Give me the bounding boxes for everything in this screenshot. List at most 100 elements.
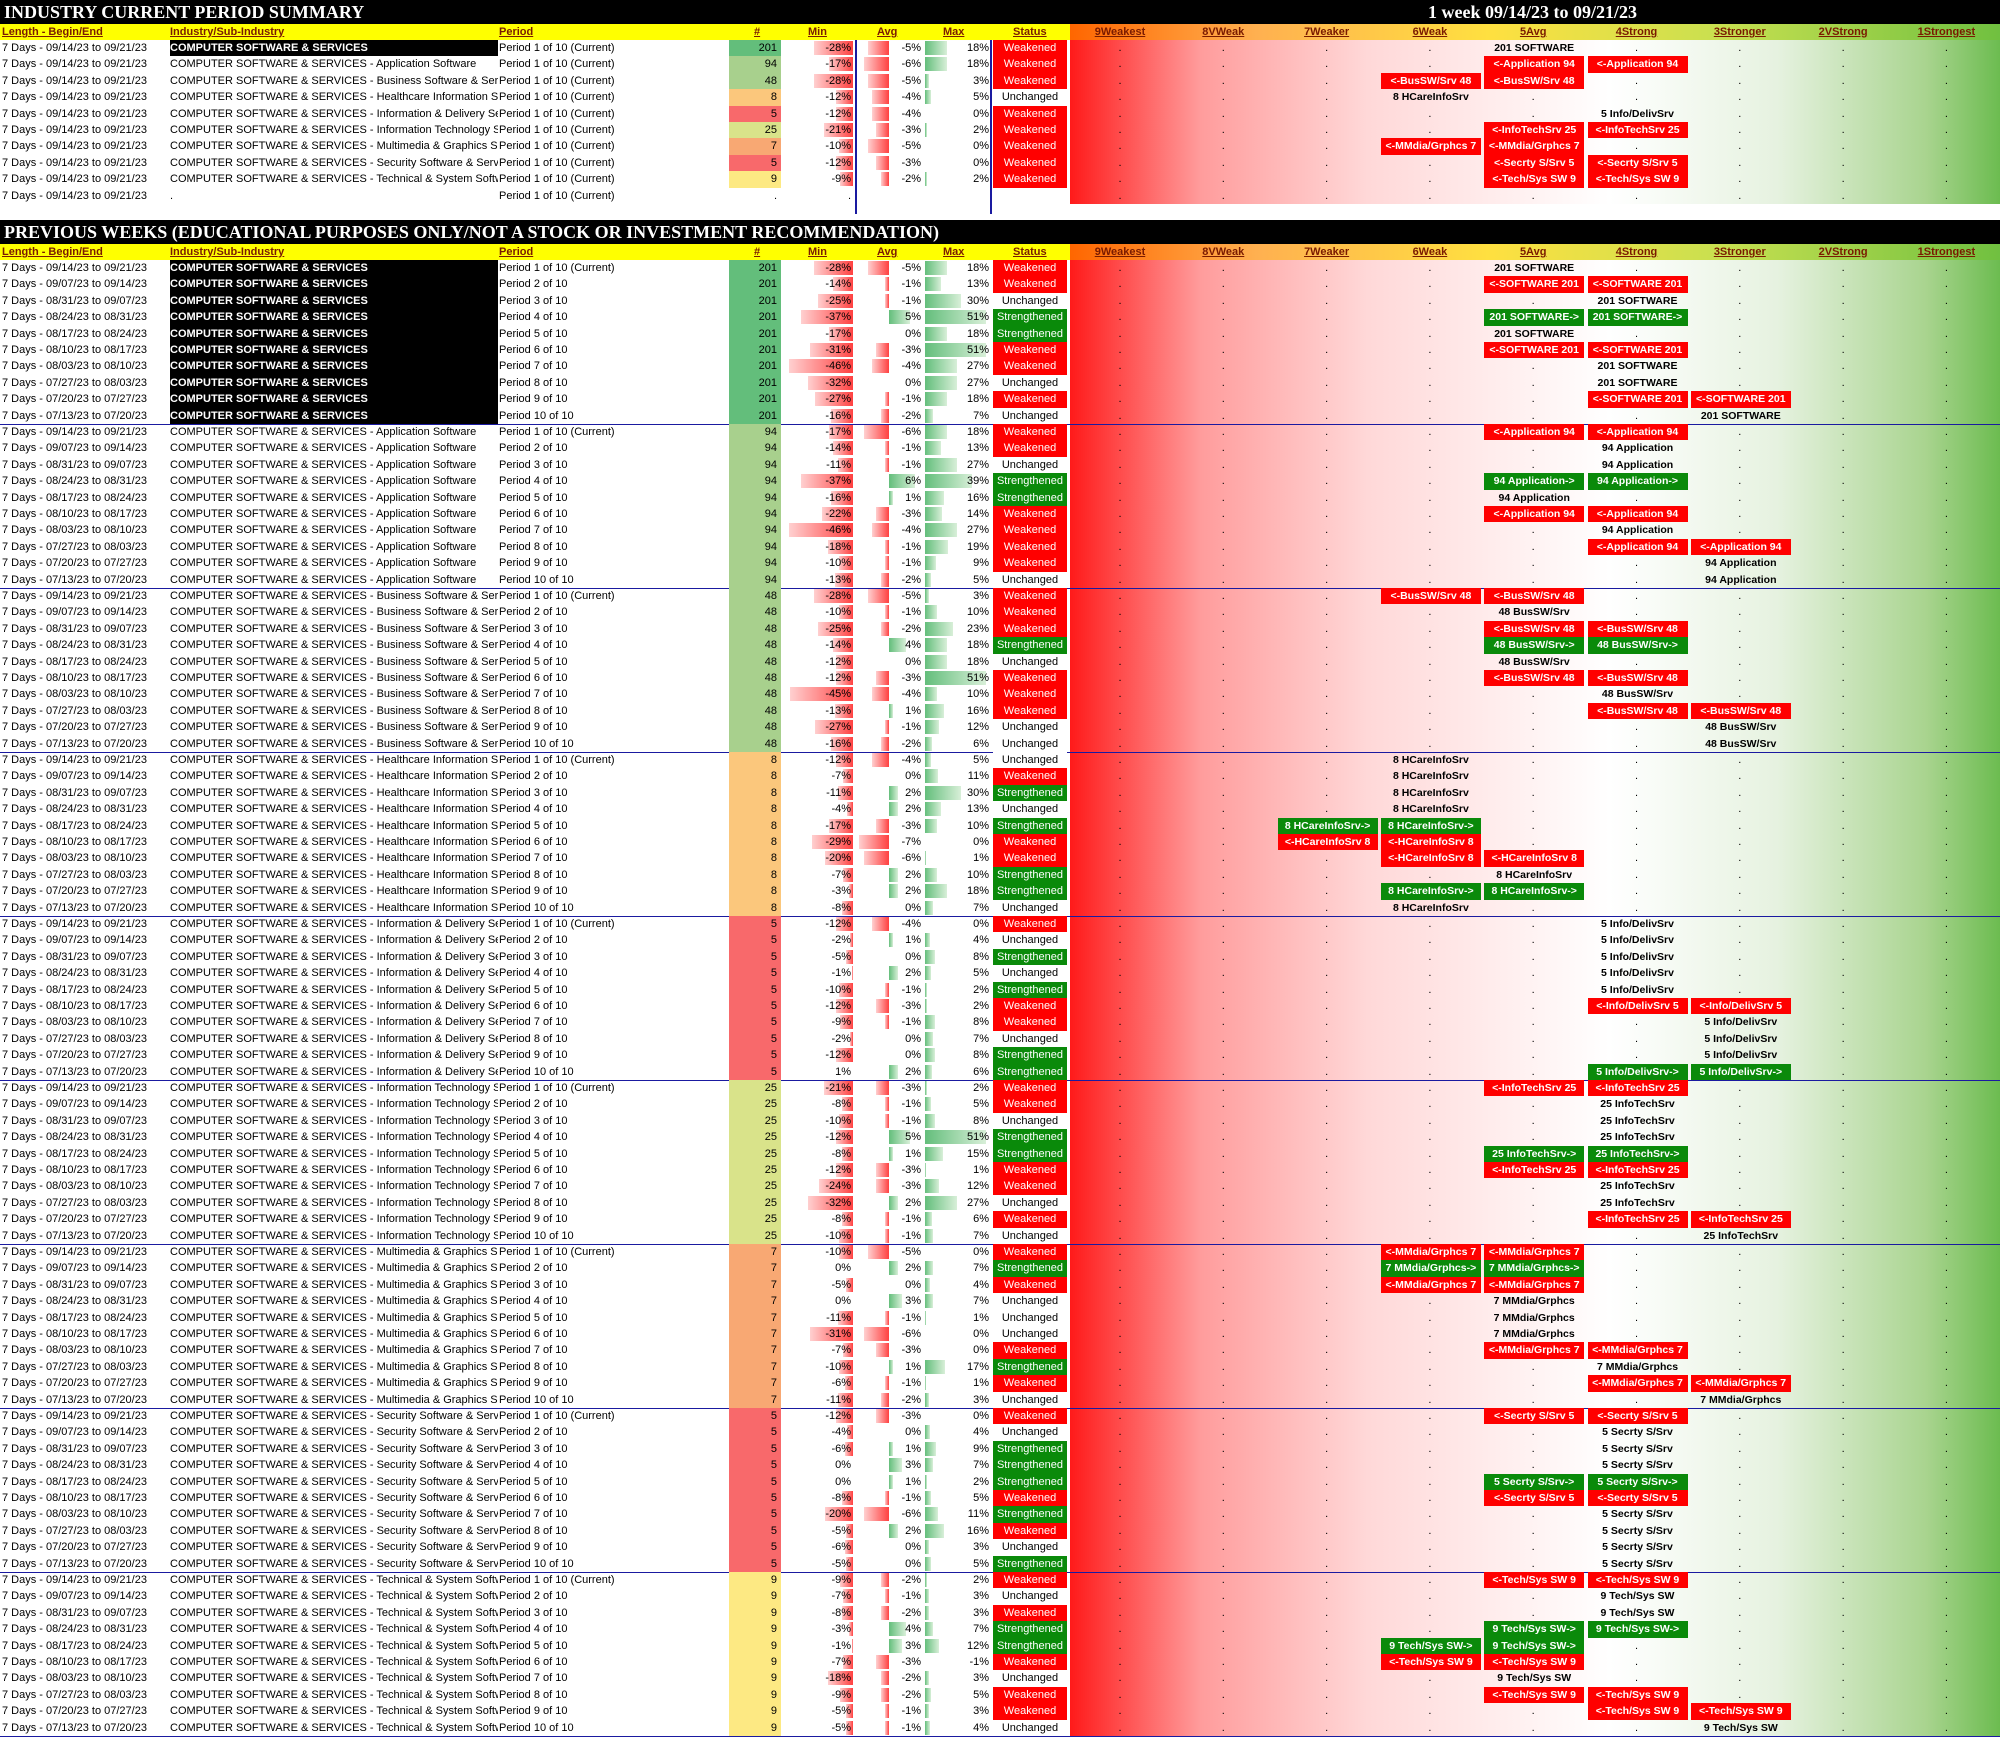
zone-dot: . <box>1738 786 1742 799</box>
zone-dot: . <box>1944 426 1948 438</box>
zone-dot: . <box>1944 1082 1948 1094</box>
count-cell: 25 <box>729 1129 781 1146</box>
zone-marker: 7 MMdia/Grphcs <box>1493 1311 1575 1324</box>
zone-dot: . <box>1118 868 1122 881</box>
zone-dot: . <box>1118 426 1122 438</box>
zone-dot: . <box>1118 91 1122 104</box>
status-badge: Strengthened <box>993 981 1067 998</box>
status-badge: Strengthened <box>993 1358 1067 1376</box>
avg-cell: -3% <box>855 670 923 686</box>
max-cell-value: 0% <box>973 1328 989 1340</box>
zone-dot: . <box>1841 1164 1845 1176</box>
zone-dot: . <box>1944 967 1948 980</box>
table-row: 7 Days - 08/24/23 to 08/31/23 COMPUTER SO… <box>0 1457 2000 1474</box>
avg-cell: -4% <box>855 916 923 932</box>
zone-marker: 8 HCareInfoSrv-> <box>1380 883 1481 900</box>
zone-marker: <-Secrty S/Srv 5 <box>1484 1490 1585 1507</box>
min-cell-value: -7% <box>831 868 851 881</box>
table-row: 7 Days - 07/27/23 to 08/03/23 COMPUTER SO… <box>0 1030 2000 1048</box>
avg-cell-value: -1% <box>901 1590 921 1603</box>
length-cell: 7 Days - 07/13/23 to 07/20/23 <box>2 1557 147 1570</box>
zone-dot: . <box>1841 606 1845 619</box>
zone-dot: . <box>1841 590 1845 602</box>
min-cell-bar <box>836 1163 853 1177</box>
avg-cell-bar <box>889 490 894 505</box>
zone-dot: . <box>1738 124 1742 136</box>
zone-dot: . <box>1221 189 1225 202</box>
zone-dot: . <box>1221 1082 1225 1094</box>
zone-dot: . <box>1841 1147 1845 1160</box>
zone-dot: . <box>1221 393 1225 406</box>
avg-cell: -7% <box>855 834 923 850</box>
current-summary-title: INDUSTRY CURRENT PERIOD SUMMARY <box>4 2 365 22</box>
period-cell: Period 5 of 10 <box>499 819 568 832</box>
zone-dot: . <box>1325 540 1329 553</box>
zone-dot: . <box>1531 458 1535 471</box>
industry-cell: COMPUTER SOFTWARE & SERVICES - Security … <box>170 1459 498 1472</box>
zone-dot: . <box>1738 1082 1742 1094</box>
zone-dot: . <box>1738 475 1742 488</box>
zone-dot: . <box>1118 42 1122 54</box>
max-cell-value: 16% <box>966 704 989 717</box>
zone-dot: . <box>1634 721 1639 734</box>
min-cell-value: -12% <box>825 1049 851 1062</box>
zone-dot: . <box>1841 885 1845 898</box>
max-cell-value: 39% <box>966 475 989 488</box>
count-cell: 9 <box>729 1572 781 1589</box>
zone-dot: . <box>1118 803 1122 816</box>
min-cell-bar <box>836 654 853 669</box>
zone-header-5avg: 5Avg <box>1519 246 1547 258</box>
table-row: 7 Days - 08/03/23 to 08/10/23 COMPUTER SO… <box>0 686 2000 703</box>
min-cell-value: -13% <box>825 573 851 586</box>
zone-dot: . <box>1118 754 1122 766</box>
avg-cell-value: 0% <box>905 655 921 668</box>
zone-dot: . <box>1118 1492 1122 1504</box>
zone-marker: <-BusSW/Srv 48 <box>1380 72 1481 90</box>
avg-cell-bar <box>876 1081 889 1095</box>
zone-dot: . <box>1428 124 1432 136</box>
length-cell: 7 Days - 09/07/23 to 09/14/23 <box>2 1262 147 1275</box>
zone-dot: . <box>1221 1131 1225 1144</box>
max-cell-value: 5% <box>973 573 989 586</box>
zone-dot: . <box>1221 1278 1225 1291</box>
zone-dot: . <box>1531 1377 1535 1390</box>
zone-dot: . <box>1221 360 1225 373</box>
zone-dot: . <box>1325 91 1329 104</box>
avg-cell: -3% <box>855 342 923 358</box>
zone-dot: . <box>1944 655 1948 668</box>
avg-cell: 0% <box>855 900 923 916</box>
zone-dot: . <box>1634 1246 1639 1258</box>
count-cell: 5 <box>729 1440 781 1458</box>
max-cell-bar <box>925 408 934 423</box>
avg-cell: 0% <box>855 768 923 784</box>
zone-dot: . <box>1325 1246 1329 1258</box>
min-cell: -13% <box>783 703 853 719</box>
length-cell: 7 Days - 09/14/23 to 09/21/23 <box>2 1246 147 1258</box>
max-cell: 16% <box>925 1523 991 1539</box>
avg-cell-value: -2% <box>901 409 921 422</box>
status-badge: Weakened <box>993 1375 1067 1392</box>
max-header: Max <box>943 26 965 38</box>
zone-dot: . <box>1738 1344 1742 1357</box>
max-cell-value: 7% <box>973 1229 989 1242</box>
zone-dot: . <box>1118 1131 1122 1144</box>
min-cell: -20% <box>783 850 853 866</box>
max-cell: -1% <box>925 1654 991 1670</box>
zone-dot: . <box>1221 1065 1225 1078</box>
industry-cell: COMPUTER SOFTWARE & SERVICES - Healthcar… <box>170 819 498 832</box>
min-cell: -25% <box>783 293 853 309</box>
max-cell-value: 0% <box>973 140 989 153</box>
zone-dot: . <box>1428 1393 1432 1406</box>
zone-dot: . <box>1325 606 1329 619</box>
zone-dot: . <box>1531 442 1535 455</box>
length-cell: 7 Days - 09/14/23 to 09/21/23 <box>2 189 147 202</box>
count-cell: 201 <box>729 358 781 375</box>
min-cell-value: -16% <box>825 409 851 422</box>
zone-dot: . <box>1944 458 1948 471</box>
zone-marker: <-Tech/Sys SW 9 <box>1587 1703 1688 1720</box>
min-cell: -2% <box>783 1031 853 1047</box>
zone-dot: . <box>1634 1229 1639 1242</box>
zone-dot: . <box>1118 918 1122 930</box>
avg-cell-value: 0% <box>905 770 921 783</box>
status-badge: Unchanged <box>993 653 1067 670</box>
